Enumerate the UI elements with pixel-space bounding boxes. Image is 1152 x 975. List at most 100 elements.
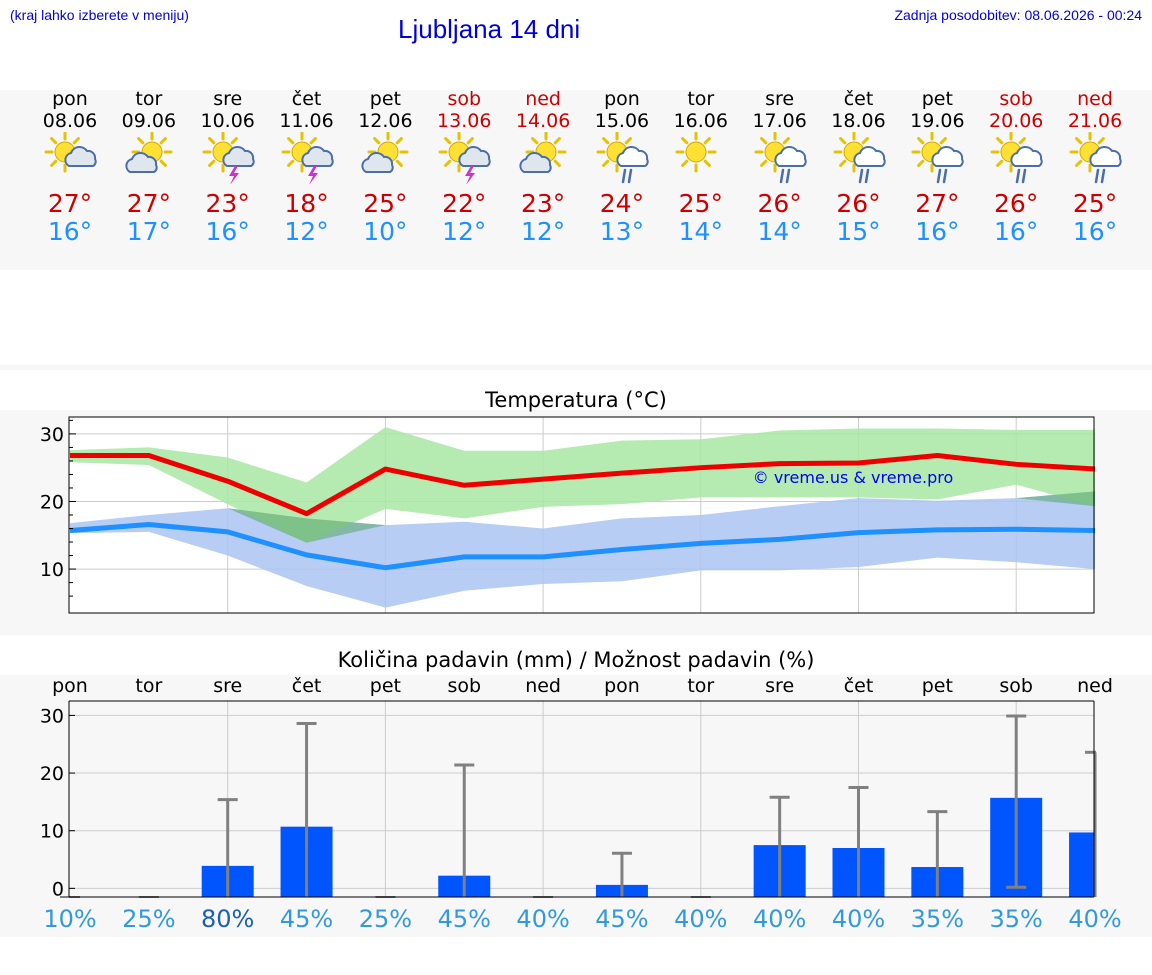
sun-rain-icon bbox=[1069, 132, 1122, 184]
y-tick-label: 20 bbox=[40, 491, 64, 513]
day-label: sre bbox=[213, 675, 242, 697]
min-temperature: 16° bbox=[205, 217, 250, 246]
day-forecast: pet 12.06 25° 10° bbox=[345, 88, 425, 246]
sun-rain-icon bbox=[833, 132, 886, 184]
min-temperature: 14° bbox=[757, 217, 802, 246]
min-temperature-line bbox=[69, 521, 1096, 571]
precipitation-probability: 35% bbox=[911, 905, 964, 933]
min-temperature: 13° bbox=[599, 217, 645, 246]
day-date: 11.06 bbox=[279, 110, 334, 132]
day-label: pet bbox=[370, 675, 401, 697]
min-temperature: 16° bbox=[994, 217, 1039, 246]
precipitation-chart: pon tor sre čet pet sob ned pon tor sre čet pet sob n… bbox=[40, 675, 1122, 933]
location-hint: (kraj lahko izberete v meniju) bbox=[10, 7, 189, 23]
day-forecast-list: pon 08.06 27° 16° tor 09.06 27° 17° sre 10.06 23° 1… bbox=[0, 88, 1152, 268]
max-temperature: 27° bbox=[47, 189, 93, 218]
precipitation-probability: 40% bbox=[1068, 905, 1121, 933]
day-label: čet bbox=[292, 675, 322, 697]
day-forecast: ned 14.06 23° 12° bbox=[503, 88, 583, 246]
sun-thunder-icon bbox=[281, 132, 334, 184]
precipitation-probability: 40% bbox=[674, 905, 727, 933]
temperature-chart: 10 20 30 © vreme.us & vreme.pro bbox=[40, 416, 1096, 614]
y-tick-label: 0 bbox=[52, 878, 64, 900]
y-tick-label: 10 bbox=[40, 559, 64, 581]
min-temperature: 17° bbox=[126, 217, 171, 246]
day-label: sob bbox=[447, 675, 481, 697]
sun-rain-icon bbox=[754, 132, 807, 184]
y-tick-label: 30 bbox=[40, 705, 64, 727]
day-label: tor bbox=[135, 675, 162, 697]
day-name: tor bbox=[687, 88, 715, 110]
precipitation-probability: 35% bbox=[990, 905, 1043, 933]
day-label: sre bbox=[765, 675, 794, 697]
day-forecast: tor 16.06 25° 14° bbox=[661, 88, 741, 246]
day-date: 14.06 bbox=[515, 110, 571, 132]
precipitation-probability: 40% bbox=[832, 905, 885, 933]
day-forecast: čet 11.06 18° 12° bbox=[267, 88, 347, 246]
day-date: 08.06 bbox=[42, 110, 98, 132]
day-forecast: tor 09.06 27° 17° bbox=[109, 88, 189, 246]
min-temperature: 14° bbox=[678, 217, 723, 246]
day-label: pon bbox=[604, 675, 640, 697]
day-forecast: ned 21.06 25° 16° bbox=[1055, 88, 1135, 246]
forecast-strip bbox=[0, 90, 1152, 270]
day-label: sob bbox=[999, 675, 1033, 697]
min-temperature: 10° bbox=[363, 217, 408, 246]
range-overlap bbox=[70, 491, 1096, 543]
precipitation-probability: 40% bbox=[753, 905, 806, 933]
day-date: 15.06 bbox=[594, 110, 650, 132]
max-temperature: 23° bbox=[205, 189, 250, 218]
day-date: 18.06 bbox=[831, 110, 886, 132]
max-temperature: 18° bbox=[284, 189, 329, 218]
day-date: 19.06 bbox=[910, 110, 965, 132]
day-name: pet bbox=[921, 88, 953, 110]
day-name: pet bbox=[369, 88, 401, 110]
day-forecast: pon 15.06 24° 13° bbox=[582, 88, 662, 246]
y-tick-label: 20 bbox=[40, 763, 64, 785]
day-date: 09.06 bbox=[121, 110, 177, 132]
day-forecast: pon 08.06 27° 16° bbox=[30, 88, 110, 246]
precipitation-probability: 80% bbox=[201, 905, 254, 933]
day-date: 17.06 bbox=[752, 110, 807, 132]
max-temperature-range bbox=[70, 427, 1096, 543]
max-temperature-line bbox=[70, 453, 1096, 517]
day-name: tor bbox=[135, 88, 163, 110]
max-temperature: 26° bbox=[994, 189, 1039, 218]
day-forecast: pet 19.06 27° 16° bbox=[897, 88, 977, 246]
precipitation-probability: 45% bbox=[438, 905, 491, 933]
min-temperature: 16° bbox=[1072, 217, 1118, 246]
max-temperature: 23° bbox=[520, 189, 566, 218]
day-date: 13.06 bbox=[437, 110, 492, 132]
day-label: tor bbox=[687, 675, 714, 697]
sun-rain-icon bbox=[990, 132, 1043, 184]
max-temperature: 24° bbox=[599, 189, 645, 218]
day-name: sre bbox=[213, 88, 243, 110]
day-label: pet bbox=[922, 675, 953, 697]
y-tick-label: 10 bbox=[40, 821, 64, 843]
min-temperature: 16° bbox=[47, 217, 93, 246]
day-date: 12.06 bbox=[358, 110, 413, 132]
precipitation-probability: 25% bbox=[359, 905, 412, 933]
day-forecast: sre 17.06 26° 14° bbox=[740, 88, 820, 246]
precipitation-probability: 10% bbox=[43, 905, 96, 933]
watermark: © vreme.us & vreme.pro bbox=[753, 468, 954, 487]
day-label: pon bbox=[52, 675, 88, 697]
sun-thunder-icon bbox=[202, 132, 255, 184]
cloud-sun-icon bbox=[125, 132, 173, 173]
day-label: ned bbox=[1077, 675, 1113, 697]
max-temperature: 22° bbox=[442, 189, 487, 218]
cloud-sun-icon bbox=[361, 132, 409, 173]
max-temperature: 26° bbox=[757, 189, 802, 218]
min-temperature: 12° bbox=[284, 217, 329, 246]
min-temperature: 15° bbox=[836, 217, 881, 246]
day-date: 16.06 bbox=[673, 110, 728, 132]
day-name: ned bbox=[1077, 88, 1113, 110]
sun-thunder-icon bbox=[438, 132, 491, 184]
cloud-sun-icon bbox=[519, 132, 567, 173]
max-temperature: 27° bbox=[126, 189, 171, 218]
day-forecast: sob 20.06 26° 16° bbox=[976, 88, 1056, 246]
precipitation-probability: 40% bbox=[516, 905, 569, 933]
day-name: čet bbox=[291, 88, 322, 110]
min-temperature: 12° bbox=[442, 217, 487, 246]
day-label: čet bbox=[844, 675, 874, 697]
